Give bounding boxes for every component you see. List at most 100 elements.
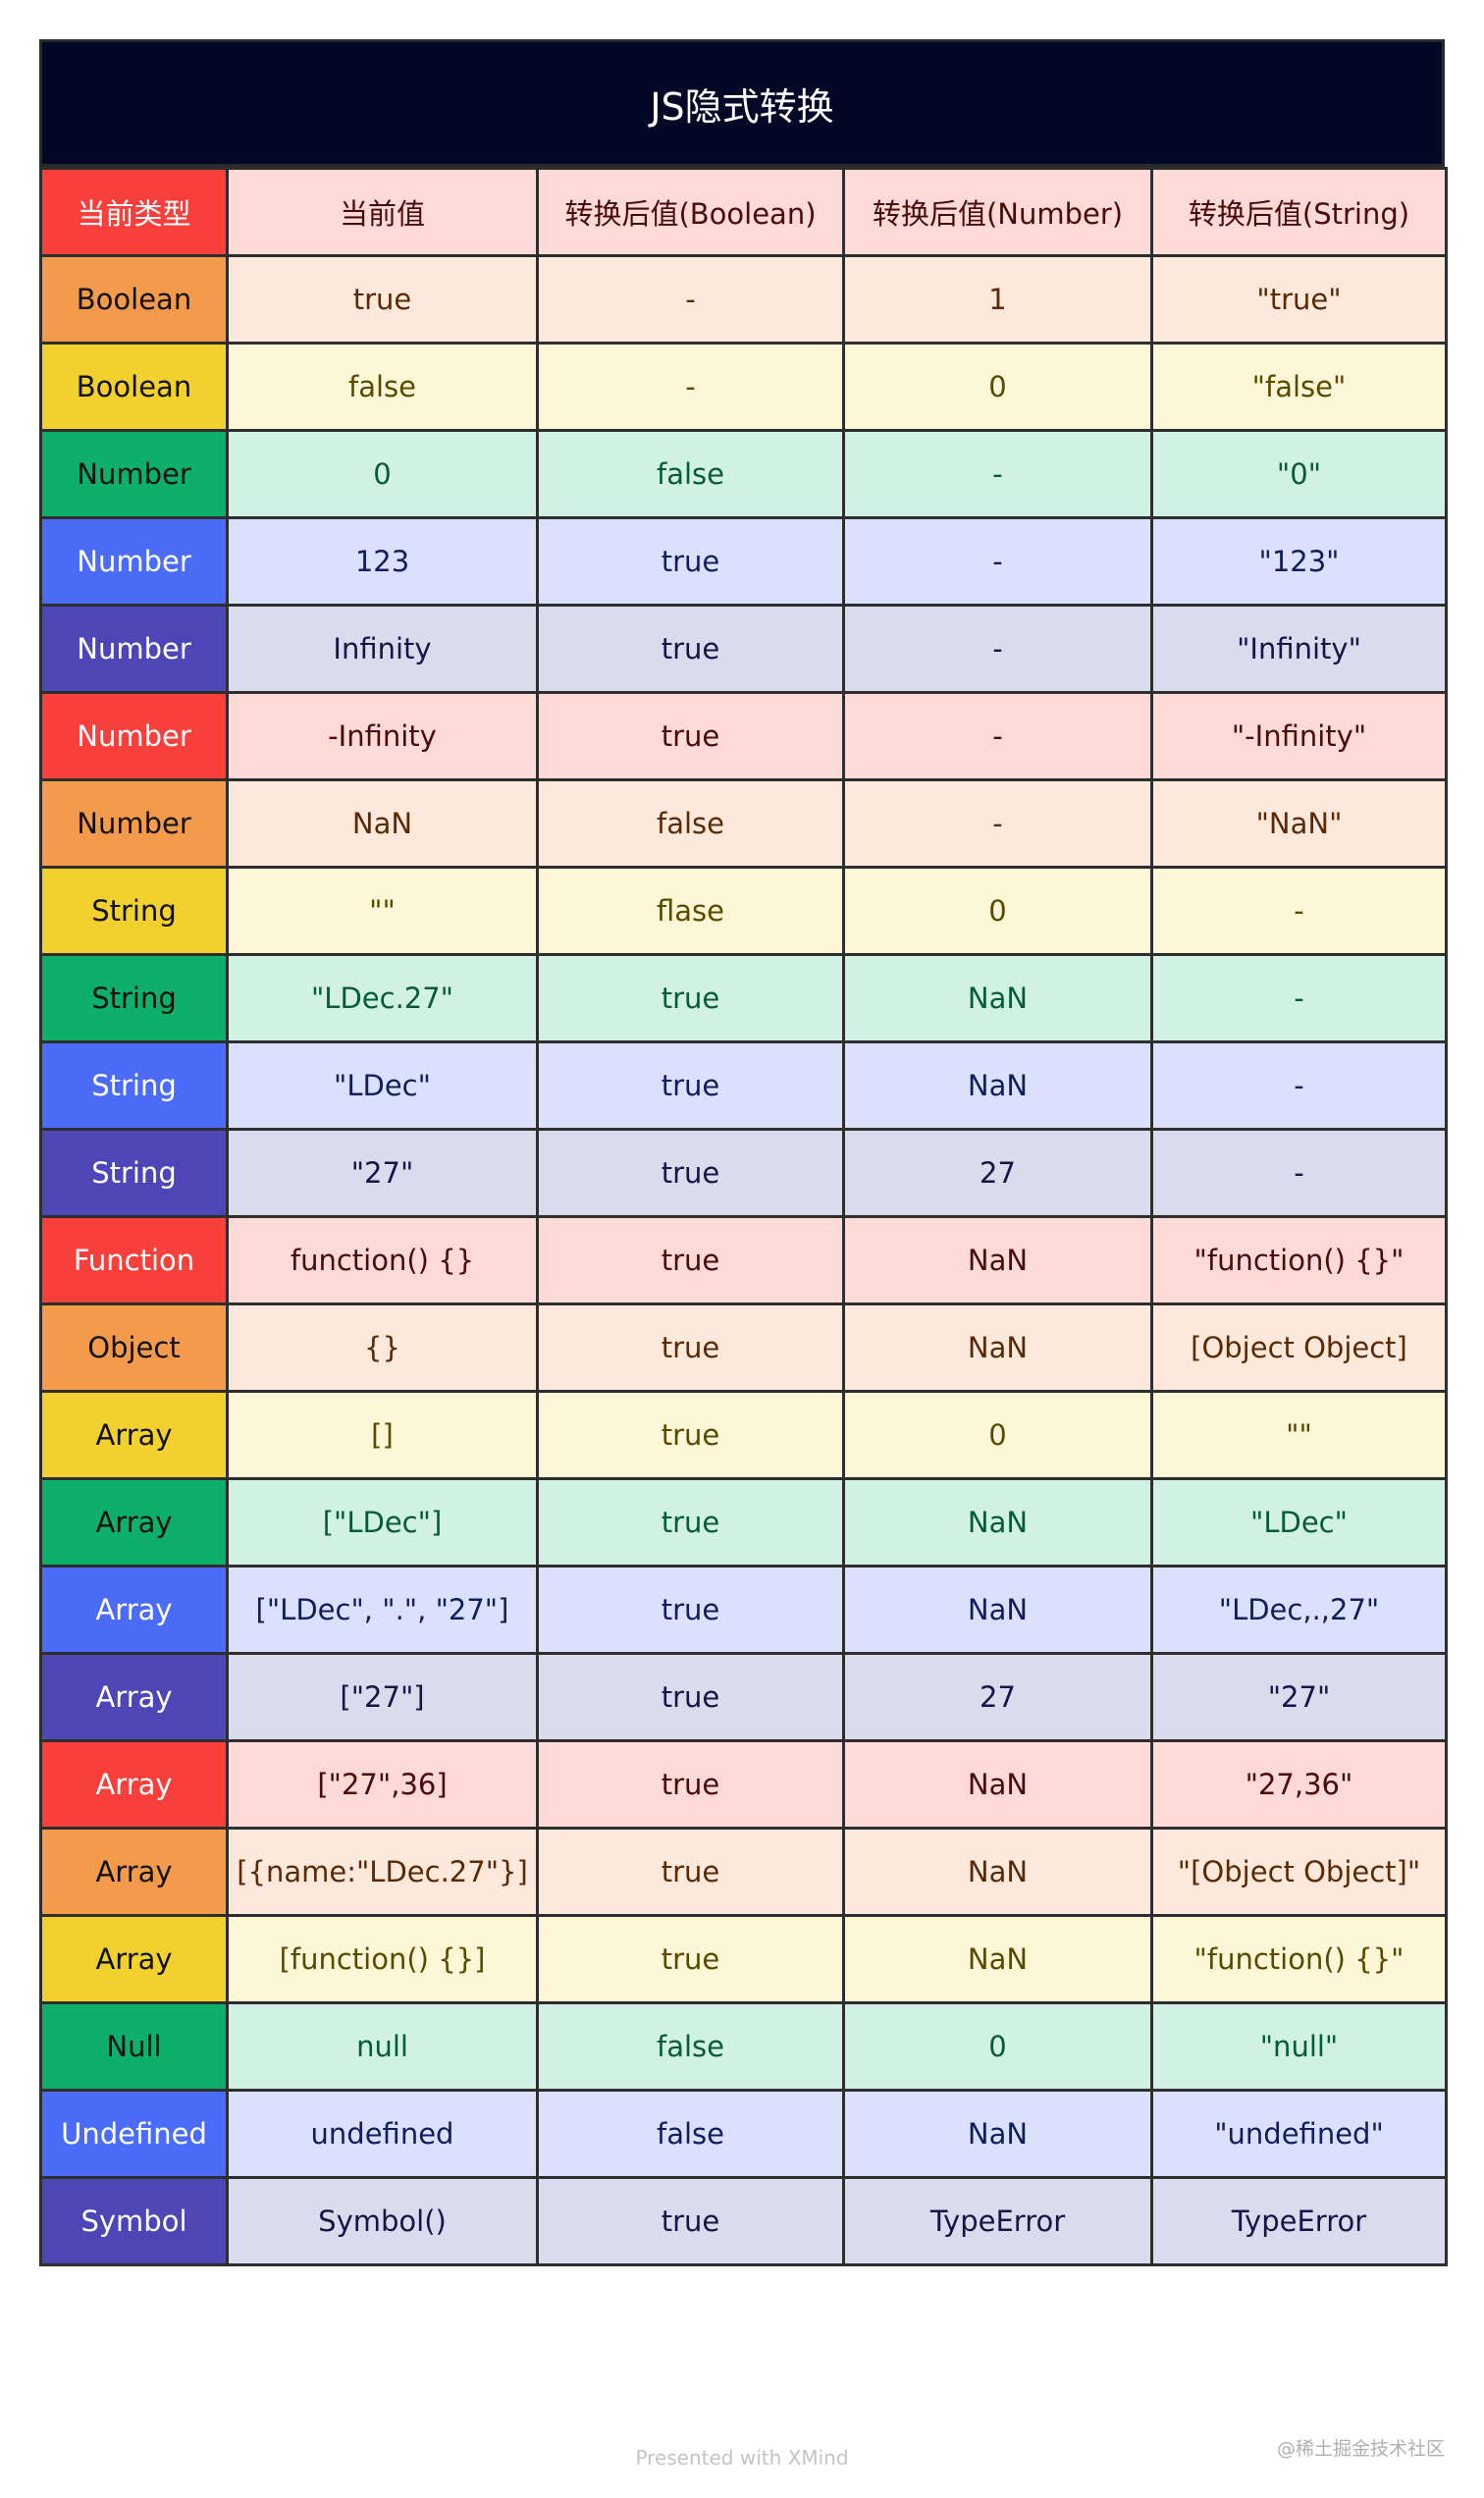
number-cell: NaN (842, 1040, 1153, 1131)
type-cell: Number (39, 516, 229, 607)
table-row: Number 0 false - "0" (39, 429, 1448, 519)
value-cell: ["27",36] (226, 1739, 539, 1830)
string-cell: [Object Object] (1150, 1302, 1448, 1393)
string-cell: "LDec,.,27" (1150, 1565, 1448, 1655)
value-cell: 123 (226, 516, 539, 607)
number-cell: - (842, 516, 1153, 607)
string-cell: - (1150, 1128, 1448, 1218)
number-cell: 0 (842, 866, 1153, 956)
table-row: Symbol Symbol() true TypeError TypeError (39, 2176, 1448, 2266)
table-row: Null null false 0 "null" (39, 2001, 1448, 2092)
boolean-cell: true (536, 1565, 845, 1655)
boolean-cell: false (536, 2089, 845, 2179)
value-cell: ["LDec", ".", "27"] (226, 1565, 539, 1655)
boolean-cell: true (536, 1914, 845, 2004)
type-cell: String (39, 1128, 229, 1218)
type-cell: String (39, 953, 229, 1043)
footer-credit: Presented with XMind (635, 2446, 849, 2470)
type-cell: Object (39, 1302, 229, 1393)
number-cell: - (842, 604, 1153, 694)
boolean-cell: true (536, 604, 845, 694)
boolean-cell: true (536, 1040, 845, 1131)
value-cell: {} (226, 1302, 539, 1393)
boolean-cell: false (536, 429, 845, 519)
value-cell: NaN (226, 778, 539, 869)
value-cell: [{name:"LDec.27"}] (226, 1827, 539, 1917)
type-cell: Number (39, 691, 229, 781)
string-cell: "0" (1150, 429, 1448, 519)
boolean-cell: true (536, 1477, 845, 1568)
type-cell: Boolean (39, 254, 229, 345)
table-row: String "LDec.27" true NaN - (39, 953, 1448, 1043)
type-cell: Array (39, 1565, 229, 1655)
table-row: String "LDec" true NaN - (39, 1040, 1448, 1131)
boolean-cell: true (536, 1215, 845, 1305)
table-body: Boolean true -1 "true" Boolean false -0 "false"… (39, 254, 1448, 2266)
number-cell: 27 (842, 1652, 1153, 1742)
table-row: Function function() {} true NaN "function() … (39, 1215, 1448, 1305)
string-cell: "27" (1150, 1652, 1448, 1742)
table-title: JS隐式转换 (39, 39, 1445, 167)
string-cell: "LDec" (1150, 1477, 1448, 1568)
table-row: String "27" true 27- (39, 1128, 1448, 1218)
number-cell: NaN (842, 2089, 1153, 2179)
string-cell: "null" (1150, 2001, 1448, 2092)
value-cell: null (226, 2001, 539, 2092)
header-number: 转换后值(Number) (842, 167, 1153, 257)
type-cell: Array (39, 1652, 229, 1742)
boolean-cell: true (536, 691, 845, 781)
table-row: Array [function() {}] true NaN "function() {… (39, 1914, 1448, 2004)
type-cell: Number (39, 778, 229, 869)
table-row: Array ["LDec", ".", "27"] true NaN "LDec,.,2… (39, 1565, 1448, 1655)
header-boolean: 转换后值(Boolean) (536, 167, 845, 257)
table-row: Array[] true 0 "" (39, 1390, 1448, 1480)
value-cell: Symbol() (226, 2176, 539, 2266)
number-cell: NaN (842, 1739, 1153, 1830)
table-row: String "" flase 0- (39, 866, 1448, 956)
string-cell: "27,36" (1150, 1739, 1448, 1830)
value-cell: [function() {}] (226, 1914, 539, 2004)
type-cell: Array (39, 1914, 229, 2004)
boolean-cell: false (536, 778, 845, 869)
boolean-cell: true (536, 953, 845, 1043)
table-row: Number Infinity true - "Infinity" (39, 604, 1448, 694)
value-cell: undefined (226, 2089, 539, 2179)
boolean-cell: true (536, 2176, 845, 2266)
boolean-cell: true (536, 1739, 845, 1830)
header-value: 当前值 (226, 167, 539, 257)
table-row: Number -Infinity true - "-Infinity" (39, 691, 1448, 781)
table-row: Array ["27",36] true NaN "27,36" (39, 1739, 1448, 1830)
boolean-cell: true (536, 516, 845, 607)
value-cell: "" (226, 866, 539, 956)
type-cell: Undefined (39, 2089, 229, 2179)
number-cell: NaN (842, 1827, 1153, 1917)
value-cell: -Infinity (226, 691, 539, 781)
number-cell: 27 (842, 1128, 1153, 1218)
boolean-cell: true (536, 1128, 845, 1218)
type-cell: String (39, 866, 229, 956)
number-cell: NaN (842, 1215, 1153, 1305)
string-cell: "Infinity" (1150, 604, 1448, 694)
number-cell: - (842, 429, 1153, 519)
watermark: @稀土掘金技术社区 (1276, 2438, 1445, 2460)
string-cell: TypeError (1150, 2176, 1448, 2266)
table-row: Number NaN false - "NaN" (39, 778, 1448, 869)
table-row: Array ["LDec"] true NaN "LDec" (39, 1477, 1448, 1568)
number-cell: - (842, 691, 1153, 781)
boolean-cell: - (536, 254, 845, 345)
table-row: Array [{name:"LDec.27"}] true NaN "[Object O… (39, 1827, 1448, 1917)
string-cell: "-Infinity" (1150, 691, 1448, 781)
number-cell: 0 (842, 342, 1153, 432)
table-row: Boolean false -0 "false" (39, 342, 1448, 432)
boolean-cell: true (536, 1827, 845, 1917)
boolean-cell: true (536, 1652, 845, 1742)
type-cell: Array (39, 1739, 229, 1830)
table-row: Boolean true -1 "true" (39, 254, 1448, 345)
table-row: Array ["27"] true 27 "27" (39, 1652, 1448, 1742)
value-cell: 0 (226, 429, 539, 519)
boolean-cell: false (536, 2001, 845, 2092)
number-cell: NaN (842, 1914, 1153, 2004)
string-cell: - (1150, 953, 1448, 1043)
type-cell: Number (39, 604, 229, 694)
value-cell: Infinity (226, 604, 539, 694)
